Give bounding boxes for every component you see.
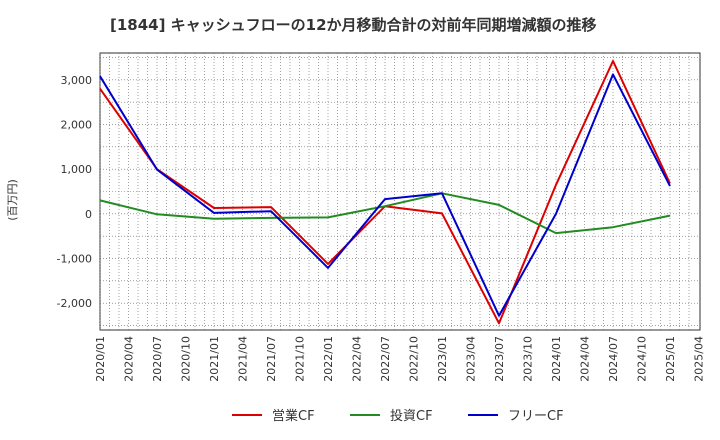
y-axis-ticks: -2,000 -1,000 0 1,000 2,000 3,000: [57, 74, 92, 310]
x-tick-label: 2024/07: [607, 336, 620, 382]
x-tick-label: 2021/07: [265, 336, 278, 382]
legend-label: フリーCF: [508, 409, 564, 424]
x-tick-label: 2020/04: [123, 336, 136, 382]
y-tick-label: -1,000: [57, 253, 92, 266]
y-tick-label: 3,000: [61, 74, 93, 87]
x-tick-label: 2023/10: [522, 336, 535, 382]
y-tick-label: 1,000: [61, 163, 93, 176]
y-tick-label: 2,000: [61, 118, 93, 131]
x-tick-label: 2023/07: [493, 336, 506, 382]
x-tick-label: 2022/01: [322, 336, 335, 382]
series-line-フリーCF: [99, 73, 671, 317]
legend-label: 投資CF: [390, 408, 433, 424]
x-tick-label: 2022/10: [408, 336, 421, 382]
y-axis-title: (百万円): [6, 179, 19, 221]
chart-title: [1844] キャッシュフローの12か月移動合計の対前年同期増減額の推移: [110, 16, 597, 34]
legend: 営業CF 投資CF フリーCF: [232, 408, 564, 424]
x-tick-label: 2024/04: [579, 336, 592, 382]
x-tick-label: 2024/10: [636, 336, 649, 382]
x-tick-label: 2020/10: [180, 336, 193, 382]
y-tick-label: -2,000: [57, 297, 92, 310]
series-line-投資CF: [99, 192, 671, 235]
x-tick-label: 2022/04: [351, 336, 364, 382]
x-tick-label: 2024/01: [550, 336, 563, 382]
x-tick-label: 2025/04: [693, 336, 706, 382]
x-tick-label: 2025/01: [664, 336, 677, 382]
y-tick-label: 0: [85, 208, 92, 221]
legend-label: 営業CF: [272, 408, 315, 424]
x-tick-label: 2023/01: [436, 336, 449, 382]
x-tick-label: 2023/04: [465, 336, 478, 382]
x-tick-label: 2020/07: [151, 336, 164, 382]
x-tick-label: 2020/01: [94, 336, 107, 382]
x-tick-label: 2022/07: [379, 336, 392, 382]
x-tick-label: 2021/10: [294, 336, 307, 382]
x-axis-ticks: 2020/01 2020/04 2020/07 2020/10 2021/01 2021/…: [94, 336, 706, 382]
series-lines: [99, 60, 671, 325]
x-tick-label: 2021/01: [208, 336, 221, 382]
x-tick-label: 2021/04: [237, 336, 250, 382]
grid: [99, 53, 700, 330]
